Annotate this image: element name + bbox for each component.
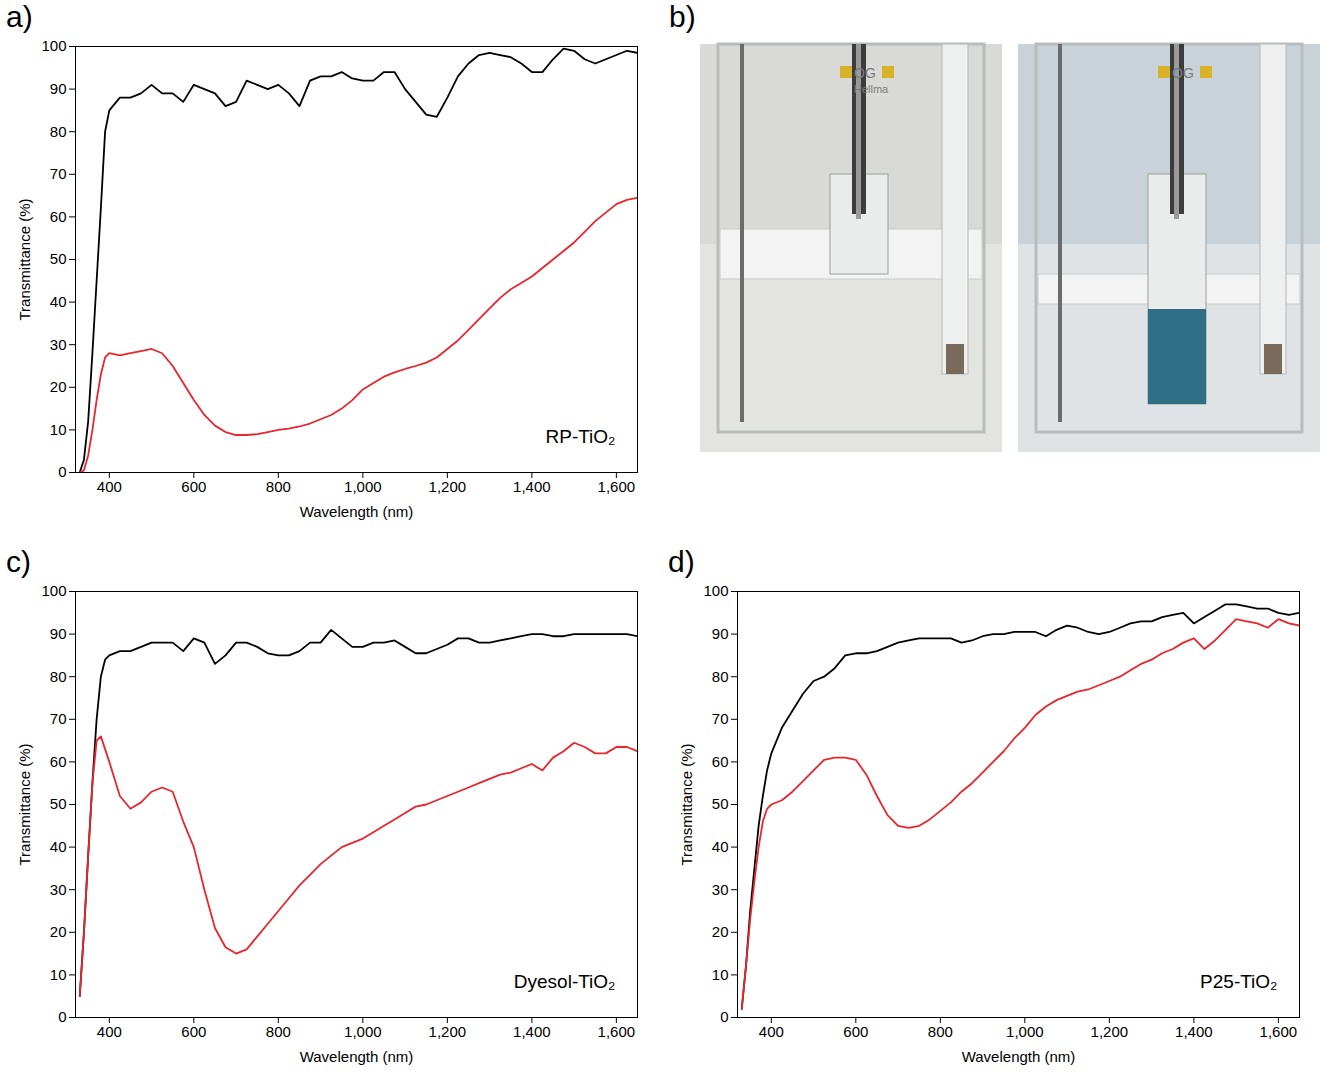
svg-text:30: 30 — [50, 336, 67, 353]
svg-text:RP-TiO₂: RP-TiO₂ — [546, 426, 616, 447]
svg-text:90: 90 — [50, 80, 67, 97]
svg-text:40: 40 — [712, 838, 729, 855]
svg-text:1,400: 1,400 — [513, 478, 551, 495]
svg-text:60: 60 — [50, 208, 67, 225]
svg-text:600: 600 — [181, 1023, 206, 1040]
svg-text:30: 30 — [712, 881, 729, 898]
svg-text:Wavelength (nm): Wavelength (nm) — [962, 1048, 1076, 1065]
svg-text:30: 30 — [50, 881, 67, 898]
svg-text:20: 20 — [712, 923, 729, 940]
svg-text:60: 60 — [712, 753, 729, 770]
svg-text:1,400: 1,400 — [513, 1023, 551, 1040]
svg-text:800: 800 — [266, 1023, 291, 1040]
html-text:a): a) — [6, 0, 33, 33]
svg-text:80: 80 — [712, 668, 729, 685]
svg-text:100: 100 — [41, 37, 66, 54]
svg-text:10: 10 — [50, 421, 67, 438]
svg-text:Transmittance (%): Transmittance (%) — [678, 744, 695, 866]
svg-text:20: 20 — [50, 923, 67, 940]
svg-text:1,000: 1,000 — [1006, 1023, 1044, 1040]
svg-text:0: 0 — [58, 463, 66, 480]
svg-text:50: 50 — [50, 250, 67, 267]
svg-text:Hellma: Hellma — [854, 83, 889, 95]
svg-text:0: 0 — [58, 1008, 66, 1025]
svg-text:100: 100 — [41, 582, 66, 599]
html-text:d): d) — [668, 545, 695, 578]
svg-text:800: 800 — [928, 1023, 953, 1040]
html-text:c): c) — [6, 545, 31, 578]
svg-text:0: 0 — [720, 1008, 728, 1025]
svg-text:100: 100 — [703, 582, 728, 599]
svg-text:OG: OG — [854, 65, 876, 81]
svg-text:Wavelength (nm): Wavelength (nm) — [300, 503, 414, 520]
svg-text:90: 90 — [50, 625, 67, 642]
svg-text:Dyesol-TiO₂: Dyesol-TiO₂ — [514, 971, 616, 992]
svg-text:OG: OG — [1172, 65, 1194, 81]
svg-text:60: 60 — [50, 753, 67, 770]
svg-text:1,600: 1,600 — [598, 1023, 636, 1040]
svg-text:800: 800 — [266, 478, 291, 495]
svg-text:70: 70 — [50, 710, 67, 727]
svg-text:80: 80 — [50, 668, 67, 685]
svg-text:1,000: 1,000 — [344, 478, 382, 495]
svg-text:40: 40 — [50, 293, 67, 310]
svg-text:70: 70 — [712, 710, 729, 727]
svg-text:10: 10 — [50, 966, 67, 983]
svg-text:20: 20 — [50, 378, 67, 395]
svg-text:1,200: 1,200 — [429, 478, 467, 495]
svg-text:1,200: 1,200 — [1091, 1023, 1129, 1040]
svg-text:50: 50 — [50, 795, 67, 812]
svg-text:90: 90 — [712, 625, 729, 642]
svg-text:Transmittance (%): Transmittance (%) — [16, 744, 33, 866]
svg-text:Transmittance (%): Transmittance (%) — [16, 199, 33, 321]
svg-text:400: 400 — [97, 1023, 122, 1040]
svg-text:Wavelength (nm): Wavelength (nm) — [300, 1048, 414, 1065]
svg-text:1,000: 1,000 — [344, 1023, 382, 1040]
svg-text:80: 80 — [50, 123, 67, 140]
svg-text:40: 40 — [50, 838, 67, 855]
svg-text:1,600: 1,600 — [1260, 1023, 1298, 1040]
svg-text:50: 50 — [712, 795, 729, 812]
svg-text:1,400: 1,400 — [1175, 1023, 1213, 1040]
svg-text:10: 10 — [712, 966, 729, 983]
svg-text:400: 400 — [97, 478, 122, 495]
svg-text:70: 70 — [50, 165, 67, 182]
svg-text:1,200: 1,200 — [429, 1023, 467, 1040]
svg-text:600: 600 — [181, 478, 206, 495]
svg-text:600: 600 — [843, 1023, 868, 1040]
svg-text:400: 400 — [759, 1023, 784, 1040]
html-text:b): b) — [669, 0, 696, 33]
svg-text:P25-TiO₂: P25-TiO₂ — [1200, 971, 1277, 992]
svg-text:1,600: 1,600 — [598, 478, 636, 495]
